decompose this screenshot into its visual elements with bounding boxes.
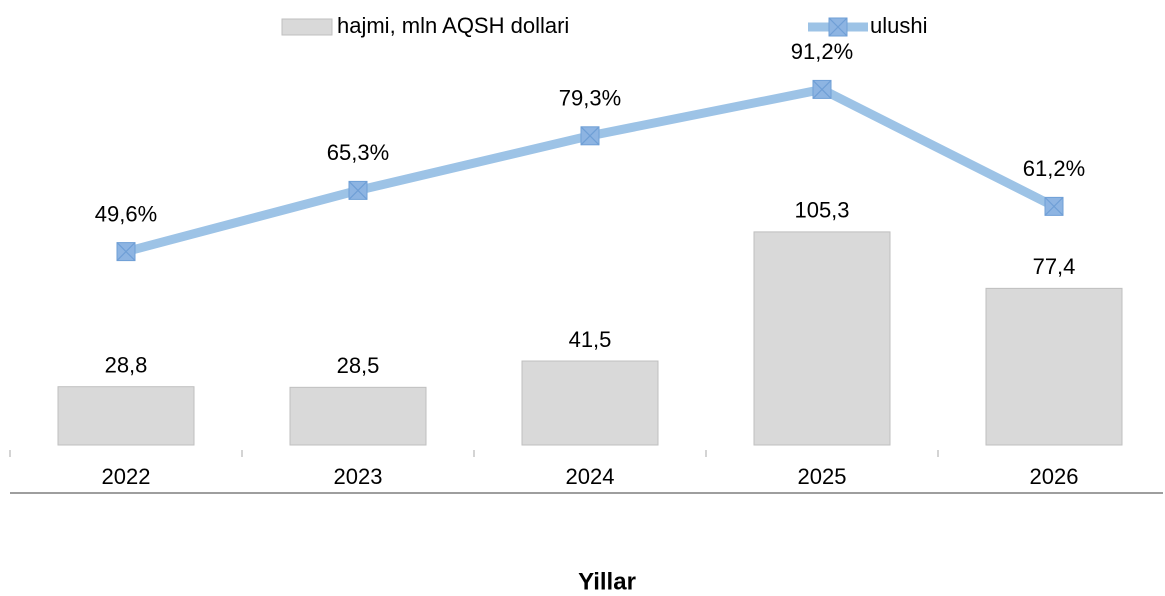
- bar: [57, 386, 195, 446]
- line-marker: [348, 180, 368, 200]
- data-label: 79,3%: [559, 86, 621, 111]
- x-tick-label: 2024: [566, 464, 615, 489]
- bar: [289, 386, 427, 446]
- x-tick-label: 2023: [334, 464, 383, 489]
- line: [124, 84, 1057, 256]
- legend-marker: [828, 17, 848, 37]
- x-tick-label: 2022: [102, 464, 151, 489]
- bar: [521, 360, 659, 446]
- data-label: 105,3: [794, 198, 849, 223]
- data-label: 41,5: [569, 327, 612, 352]
- line-marker: [1044, 196, 1064, 216]
- x-axis-title: Yillar: [578, 568, 636, 595]
- legend-label: hajmi, mln AQSH dollari: [337, 13, 569, 38]
- x-tick-label: 2025: [798, 464, 847, 489]
- bar: [753, 231, 891, 446]
- line-marker: [580, 126, 600, 146]
- data-label: 65,3%: [327, 140, 389, 165]
- legend-swatch: [281, 18, 333, 36]
- legend-label: ulushi: [870, 13, 927, 38]
- line-marker: [116, 242, 136, 262]
- x-tick-label: 2026: [1030, 464, 1079, 489]
- data-label: 61,2%: [1023, 156, 1085, 181]
- data-label: 77,4: [1033, 254, 1076, 279]
- data-label: 28,5: [337, 353, 380, 378]
- data-label: 28,8: [105, 353, 148, 378]
- data-label: 91,2%: [791, 39, 853, 64]
- data-label: 49,6%: [95, 201, 157, 226]
- line-marker: [812, 79, 832, 99]
- bar: [985, 287, 1123, 446]
